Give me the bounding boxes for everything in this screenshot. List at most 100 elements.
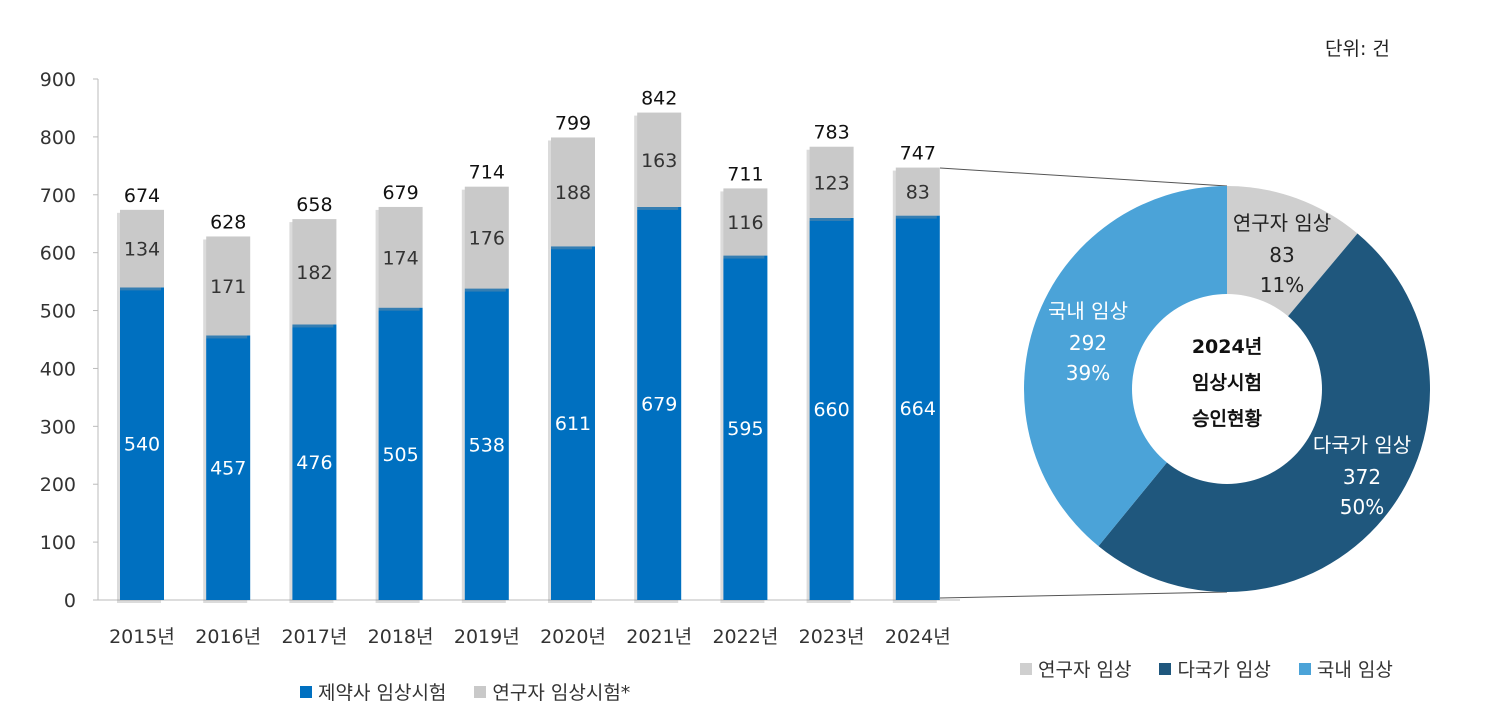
bar-value-label: 595 — [727, 418, 763, 440]
bar-legend: 제약사 임상시험 연구자 임상시험* — [300, 678, 630, 705]
donut-slice — [1024, 186, 1227, 547]
bar-value-label: 505 — [382, 444, 418, 466]
y-tick-label: 800 — [40, 127, 76, 149]
bar-value-label: 176 — [469, 228, 505, 250]
bar-segment-investigator — [551, 137, 595, 247]
bar-segment-pharma — [120, 287, 164, 600]
bar-total-label: 747 — [900, 143, 936, 165]
y-tick-label: 600 — [40, 243, 76, 265]
bar-segment-investigator — [378, 206, 423, 308]
legend-swatch — [1159, 662, 1172, 675]
y-tick-label: 200 — [40, 474, 76, 496]
bar-value-label: 476 — [296, 452, 332, 474]
y-tick-label: 0 — [64, 590, 76, 612]
bar-value-label: 457 — [210, 458, 246, 480]
legend-label: 국내 임상 — [1316, 659, 1393, 681]
x-tick-label: 2020년 — [540, 626, 606, 648]
donut-center-label: 승인현황 — [1192, 407, 1262, 430]
donut-center-label: 임상시험 — [1192, 372, 1262, 394]
slice-name-label: 다국가 임상 — [1313, 433, 1411, 457]
y-tick-label: 900 — [40, 69, 76, 91]
x-tick-label: 2017년 — [281, 626, 347, 648]
slice-percent-label: 50% — [1340, 495, 1384, 519]
bar-segment-pharma — [378, 307, 423, 600]
bar-segment-investigator — [120, 209, 164, 288]
bar-value-label: 540 — [124, 434, 160, 456]
legend-swatch — [300, 685, 312, 698]
legend-item: 연구자 임상시험* — [474, 678, 630, 705]
slice-value-label: 292 — [1069, 331, 1107, 355]
legend-label: 연구자 임상시험* — [492, 682, 631, 704]
bar-segment-investigator — [206, 236, 251, 336]
legend-label: 제약사 임상시험 — [318, 682, 447, 704]
x-tick-label: 2022년 — [712, 626, 778, 648]
legend-swatch — [1020, 662, 1032, 675]
legend-item: 제약사 임상시험 — [300, 678, 446, 705]
bar-segment-investigator — [809, 146, 854, 218]
x-tick-label: 2015년 — [109, 626, 175, 648]
y-tick-label: 300 — [40, 416, 76, 438]
donut-center-label: 2024년 — [1192, 336, 1262, 358]
bar-value-label: 664 — [900, 398, 936, 420]
bar-segment-pharma — [809, 217, 854, 600]
slice-name-label: 연구자 임상 — [1233, 211, 1331, 235]
bar-segment-pharma — [637, 206, 682, 600]
y-tick-label: 500 — [40, 301, 76, 323]
leader-line-top — [939, 167, 1228, 187]
bar-segment-investigator — [637, 112, 682, 207]
bar-segment-investigator — [895, 167, 940, 216]
x-tick-label: 2023년 — [799, 626, 865, 648]
x-tick-label: 2019년 — [454, 626, 520, 648]
bar-value-label: 134 — [124, 239, 160, 261]
bar-segment-pharma — [895, 215, 940, 600]
bar-value-label: 83 — [906, 182, 930, 204]
x-tick-label: 2021년 — [626, 626, 692, 648]
bar-segment-investigator — [292, 219, 337, 325]
bar-value-label: 116 — [727, 212, 763, 234]
bar-total-label: 783 — [813, 122, 849, 144]
bar-total-label: 799 — [555, 112, 591, 134]
y-tick-label: 400 — [40, 358, 76, 380]
bar-total-label: 674 — [124, 185, 160, 207]
leader-line-bottom — [939, 591, 1228, 599]
bar-value-label: 174 — [382, 247, 418, 269]
legend-swatch — [1298, 662, 1311, 675]
legend-label: 다국가 임상 — [1177, 659, 1271, 681]
y-tick-label: 700 — [40, 185, 76, 207]
bar-total-label: 679 — [382, 182, 418, 204]
slice-name-label: 국내 임상 — [1048, 299, 1128, 323]
bar-total-label: 628 — [210, 211, 246, 233]
pie-legend: 연구자 임상 다국가 임상 국내 임상 — [1020, 655, 1393, 682]
legend-item: 다국가 임상 — [1159, 655, 1271, 682]
bar-value-label: 171 — [210, 276, 246, 298]
bar-segment-pharma — [551, 246, 595, 600]
x-tick-label: 2018년 — [368, 626, 434, 648]
bar-value-label: 188 — [555, 182, 591, 204]
donut-hole — [1132, 294, 1322, 484]
bar-total-label: 658 — [296, 194, 332, 216]
bar-segment-investigator — [464, 186, 509, 289]
slice-value-label: 83 — [1269, 243, 1294, 267]
x-tick-label: 2016년 — [195, 626, 261, 648]
legend-item: 연구자 임상 — [1020, 655, 1131, 682]
x-tick-label: 2024년 — [885, 626, 951, 648]
bar-total-label: 714 — [469, 162, 505, 184]
bar-value-label: 182 — [296, 262, 332, 284]
legend-item: 국내 임상 — [1298, 655, 1393, 682]
unit-label: 단위: 건 — [1325, 38, 1390, 60]
bar-total-label: 842 — [641, 88, 677, 110]
slice-value-label: 372 — [1343, 465, 1381, 489]
bar-segment-pharma — [723, 255, 768, 601]
bar-segment-pharma — [206, 335, 251, 600]
legend-label: 연구자 임상 — [1038, 659, 1132, 681]
bar-value-label: 538 — [469, 434, 505, 456]
bar-value-label: 679 — [641, 393, 677, 415]
slice-percent-label: 11% — [1260, 273, 1304, 297]
bar-segment-pharma — [464, 288, 509, 600]
bar-segment-pharma — [292, 324, 337, 600]
slice-percent-label: 39% — [1066, 361, 1110, 385]
y-tick-label: 100 — [40, 532, 76, 554]
bar-segment-investigator — [723, 188, 768, 256]
